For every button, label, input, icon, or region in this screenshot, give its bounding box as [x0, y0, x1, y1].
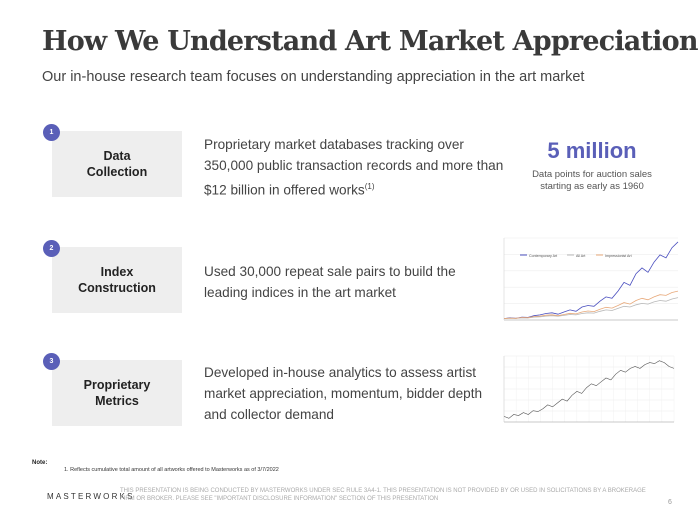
- note-text: 1. Reflects cumulative total amount of a…: [64, 467, 279, 473]
- masterworks-logo: MASTERWORKS: [47, 492, 135, 501]
- step-number-badge: 3: [43, 353, 60, 370]
- disclaimer-line: FIRM OR BROKER. PLEASE SEE "IMPORTANT DI…: [120, 496, 439, 502]
- description-line: 350,000 public transaction records and m…: [204, 158, 504, 173]
- stat-value: 5 million: [547, 138, 637, 163]
- disclaimer: THIS PRESENTATION IS BEING CONDUCTED BY …: [120, 487, 690, 503]
- stat-caption-line: Data points for auction sales: [532, 169, 652, 180]
- step-label-line: Metrics: [95, 394, 139, 408]
- step-description-index-construction: Used 30,000 repeat sale pairs to build t…: [204, 261, 456, 303]
- description-line-text: $12 billion in offered works: [204, 182, 365, 198]
- chart-series-line: [503, 297, 679, 319]
- step-box-proprietary-metrics: Proprietary Metrics: [52, 360, 182, 426]
- description-line: market appreciation, momentum, bidder de…: [204, 386, 483, 401]
- step-label-line: Collection: [86, 165, 148, 179]
- step-number-badge: 2: [43, 240, 60, 257]
- note-label: Note:: [32, 460, 48, 466]
- chart-background: [496, 232, 682, 328]
- chart-series-line: [503, 290, 679, 319]
- description-line: $12 billion in offered works(1): [204, 176, 503, 201]
- description-line: leading indices in the art market: [204, 285, 396, 300]
- step-label-line: Data: [103, 149, 131, 163]
- page-subtitle: Our in-house research team focuses on un…: [42, 69, 585, 85]
- step-box-index-construction: Index Construction: [52, 247, 182, 313]
- description-line: Used 30,000 repeat sale pairs to build t…: [204, 264, 456, 279]
- chart-series-line: [503, 241, 679, 319]
- step-box-data-collection: Data Collection: [52, 131, 182, 197]
- stat-caption-line: starting as early as 1960: [540, 181, 644, 192]
- step-label-line: Proprietary: [83, 378, 151, 392]
- step-label-line: Construction: [78, 281, 156, 295]
- footnote-marker: (1): [364, 182, 375, 191]
- legend-label: Contemporary Art: [529, 254, 557, 258]
- description-line: Proprietary market databases tracking ov…: [204, 137, 464, 152]
- stat-caption: Data points for auction sales starting a…: [520, 169, 664, 193]
- page-number: 6: [668, 499, 672, 506]
- legend-label: Impressionist Art: [605, 254, 632, 258]
- legend-label: All Art: [576, 254, 585, 258]
- chart-series-line: [503, 360, 675, 419]
- step-description-data-collection: Proprietary market databases tracking ov…: [204, 134, 503, 201]
- disclaimer-line: THIS PRESENTATION IS BEING CONDUCTED BY …: [120, 488, 646, 494]
- description-line: and collector demand: [204, 407, 334, 422]
- step-number-badge: 1: [43, 124, 60, 141]
- page-title: How We Understand Art Market Appreciatio…: [42, 26, 698, 57]
- art-index-line-chart: Contemporary Art All Art Impressionist Art: [496, 232, 682, 328]
- step-label-line: Index: [100, 265, 134, 279]
- step-description-proprietary-metrics: Developed in-house analytics to assess a…: [204, 362, 482, 425]
- artist-metrics-line-chart: [498, 346, 680, 432]
- description-line: Developed in-house analytics to assess a…: [204, 365, 477, 380]
